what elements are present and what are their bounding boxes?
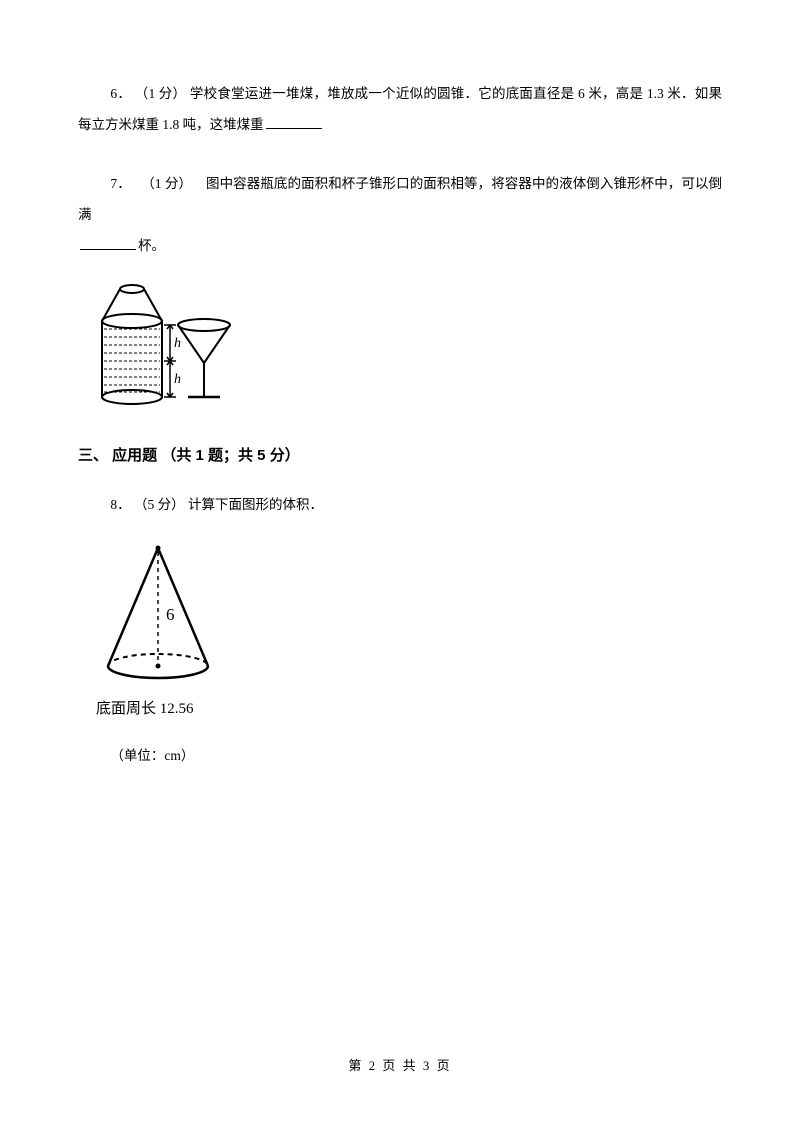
- q7-text: 7． （1 分） 图中容器瓶底的面积和杯子锥形口的面积相等，将容器中的液体倒入锥…: [78, 168, 722, 230]
- h-label-1: h: [174, 336, 181, 351]
- q7-body2: 杯。: [138, 238, 165, 253]
- cone-base-label: 底面周长 12.56: [96, 697, 722, 718]
- h-label-2: h: [174, 372, 181, 387]
- q8-number: 8．: [110, 497, 130, 512]
- q8-figure: 6 底面周长 12.56: [96, 538, 722, 718]
- q6-text: 6． （1 分） 学校食堂运进一堆煤，堆放成一个近似的圆锥．它的底面直径是 6 …: [78, 78, 722, 140]
- q7-number: 7．: [110, 176, 130, 191]
- q8-unit: （单位：cm）: [78, 740, 722, 771]
- container-cup-diagram: h h: [96, 279, 241, 411]
- cone-height-label: 6: [166, 605, 175, 624]
- q6-points: （1 分）: [135, 86, 187, 101]
- q8-body: 计算下面图形的体积．: [185, 497, 323, 512]
- q7-points: （1 分）: [141, 176, 192, 191]
- section-3-heading: 三、 应用题 （共 1 题；共 5 分）: [78, 444, 722, 465]
- q8-points: （5 分）: [134, 497, 185, 512]
- q7-blank: [80, 237, 136, 251]
- q7-text-line2: 杯。: [78, 230, 722, 261]
- q6-number: 6．: [110, 86, 131, 101]
- q7-figure: h h: [96, 279, 722, 416]
- question-6: 6． （1 分） 学校食堂运进一堆煤，堆放成一个近似的圆锥．它的底面直径是 6 …: [78, 78, 722, 140]
- q8-text: 8． （5 分） 计算下面图形的体积．: [78, 489, 722, 520]
- cone-diagram: 6: [96, 538, 226, 688]
- page-footer: 第 2 页 共 3 页: [0, 1055, 800, 1074]
- question-7: 7． （1 分） 图中容器瓶底的面积和杯子锥形口的面积相等，将容器中的液体倒入锥…: [78, 168, 722, 416]
- question-8: 8． （5 分） 计算下面图形的体积． 6 底面周长 12.56 （单位：cm）: [78, 489, 722, 771]
- q6-blank: [266, 116, 322, 130]
